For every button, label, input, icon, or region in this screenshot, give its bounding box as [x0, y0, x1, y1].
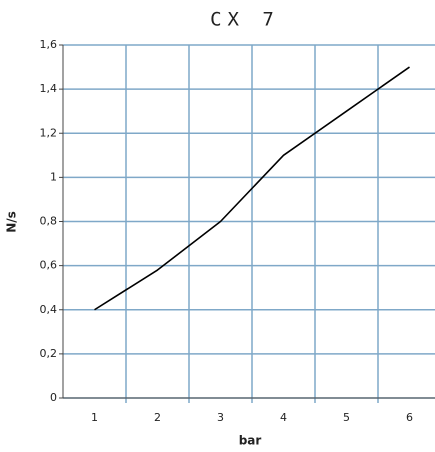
x-tick-label: 6	[406, 411, 413, 424]
x-axis-title: bar	[239, 434, 262, 448]
y-tick-label: 0,4	[40, 303, 58, 316]
data-line	[94, 66, 410, 311]
x-tick-label: 5	[343, 411, 350, 424]
y-tick-label: 1,2	[40, 126, 58, 139]
y-tick-label: 0,2	[40, 347, 58, 360]
y-axis-title: N/s	[5, 211, 19, 233]
x-tick-label: 4	[280, 411, 287, 424]
x-tick-label: 3	[217, 411, 224, 424]
y-tick-label: 1,6	[40, 38, 58, 51]
y-tick-label: 1	[50, 170, 57, 183]
y-tick-label: 1,4	[40, 82, 58, 95]
y-tick-label: 0,8	[40, 215, 58, 228]
chart-title: CX 7	[210, 9, 280, 31]
x-tick-label: 2	[154, 411, 161, 424]
y-tick-label: 0	[50, 391, 57, 404]
y-tick-label: 0,6	[40, 259, 58, 272]
x-tick-label: 1	[91, 411, 98, 424]
